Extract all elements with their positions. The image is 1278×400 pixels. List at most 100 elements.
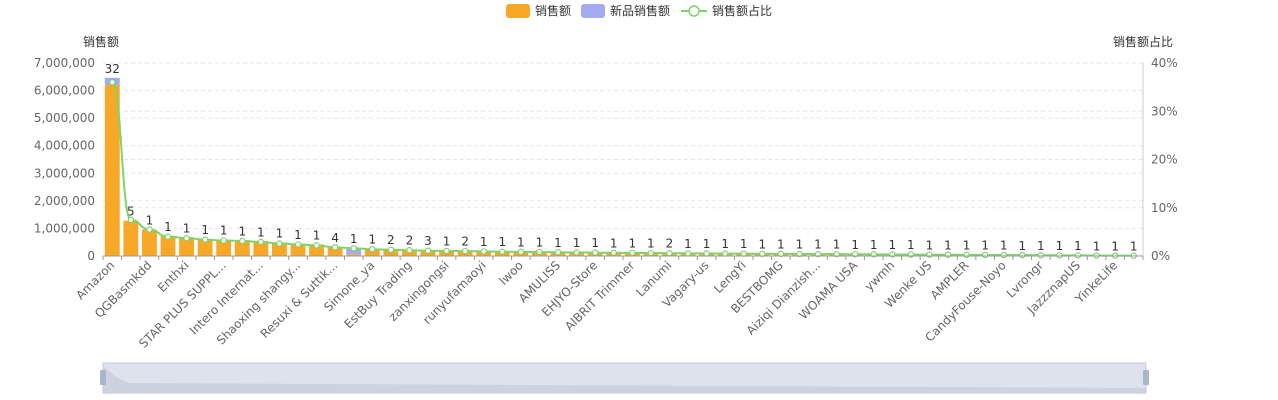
bar-sales[interactable] [234, 240, 250, 256]
share-point[interactable] [257, 238, 265, 246]
bar-value-label: 1 [777, 237, 785, 251]
share-point[interactable] [1074, 252, 1082, 259]
bar-sales[interactable] [272, 242, 287, 256]
bar-value-label: 1 [276, 226, 284, 240]
share-point[interactable] [127, 216, 135, 224]
share-point[interactable] [666, 250, 673, 257]
share-line-path [111, 81, 1134, 257]
y-right-axis-name: 销售额占比 [1113, 34, 1173, 49]
y-left-axis: 0 1,000,000 2,000,000 3,000,000 4,000,000 5,0… [34, 56, 95, 263]
share-point[interactable] [350, 245, 357, 252]
share-point[interactable] [369, 246, 376, 253]
share-point[interactable] [963, 251, 970, 259]
share-point[interactable] [499, 248, 506, 255]
share-point[interactable] [183, 234, 190, 242]
share-point[interactable] [647, 249, 655, 257]
share-point[interactable] [406, 247, 413, 254]
share-point[interactable] [1056, 252, 1063, 259]
bar-value-label: 1 [851, 238, 859, 252]
share-point[interactable] [220, 237, 227, 244]
bar-value-label: 1 [146, 214, 154, 228]
share-point[interactable] [610, 249, 617, 256]
bar-sales[interactable] [253, 241, 269, 256]
bar-sales[interactable] [346, 254, 362, 256]
bar-value-label: 1 [350, 232, 358, 246]
share-point[interactable] [573, 249, 580, 256]
share-point[interactable] [814, 250, 822, 258]
data-zoom[interactable] [100, 362, 1149, 394]
share-point[interactable] [424, 247, 432, 254]
bar-value-label: 1 [628, 236, 636, 250]
bar-value-label: 1 [721, 237, 729, 251]
bar-sales[interactable] [216, 239, 232, 256]
bar-value-label: 1 [981, 239, 989, 253]
legend-swatch-new-sales[interactable] [581, 4, 605, 18]
bar-value-label: 1 [963, 238, 971, 252]
bar-value-label: 1 [294, 228, 302, 242]
share-point[interactable] [276, 240, 283, 247]
share-point[interactable] [1019, 251, 1026, 259]
share-point[interactable] [517, 248, 525, 256]
bar-sales[interactable] [160, 236, 176, 256]
bar-sales[interactable] [123, 220, 139, 256]
bar-sales[interactable] [142, 229, 157, 256]
bar-value-label: 1 [703, 237, 711, 251]
share-point[interactable] [313, 242, 320, 249]
y-left-tick-label: 4,000,000 [34, 139, 95, 153]
bar-value-label: 1 [647, 237, 655, 251]
bar-sales[interactable] [104, 85, 120, 256]
bar-value-label: 2 [666, 237, 674, 251]
legend-label-share[interactable]: 销售额占比 [712, 3, 772, 18]
share-point[interactable] [387, 246, 395, 253]
bar-value-label: 1 [443, 234, 451, 248]
share-point[interactable] [1037, 252, 1045, 259]
share-point[interactable] [554, 249, 562, 256]
legend-label-new-sales[interactable]: 新品销售额 [610, 3, 670, 18]
y-left-tick-label: 2,000,000 [34, 194, 95, 208]
bar-sales[interactable] [309, 244, 324, 256]
share-point[interactable] [1000, 251, 1007, 259]
share-point[interactable] [146, 226, 153, 233]
share-point[interactable] [201, 236, 209, 243]
bar-value-label: 1 [1093, 239, 1101, 253]
share-point[interactable] [591, 249, 599, 256]
share-point[interactable] [109, 79, 116, 86]
share-point[interactable] [944, 251, 952, 258]
share-point[interactable] [629, 249, 636, 257]
share-point[interactable] [480, 248, 487, 255]
bar-value-label: 1 [313, 228, 321, 242]
bar-sales[interactable] [290, 243, 306, 256]
zoom-handle-right[interactable] [1143, 370, 1149, 385]
share-point[interactable] [833, 250, 840, 258]
share-point[interactable] [294, 241, 302, 248]
zoom-handle-left[interactable] [100, 370, 106, 385]
share-point[interactable] [239, 237, 246, 245]
share-point[interactable] [981, 251, 989, 259]
bar-value-label: 1 [740, 237, 748, 251]
bar-value-label: 1 [1130, 239, 1138, 253]
bar-value-label: 1 [201, 223, 209, 237]
share-point[interactable] [703, 250, 710, 257]
share-point[interactable] [331, 244, 339, 251]
bar-value-label: 1 [684, 237, 692, 251]
share-point[interactable] [796, 250, 803, 258]
share-point[interactable] [461, 247, 469, 255]
share-point[interactable] [443, 247, 450, 255]
share-point[interactable] [164, 233, 172, 240]
share-point[interactable] [721, 250, 729, 257]
legend-swatch-share-dot[interactable] [688, 5, 700, 17]
share-point[interactable] [536, 248, 543, 256]
bar-sales[interactable] [327, 247, 343, 256]
share-point[interactable] [684, 250, 692, 257]
bar-value-label: 1 [926, 238, 934, 252]
y-right-tick-label: 40% [1151, 56, 1178, 70]
legend-swatch-sales[interactable] [506, 4, 530, 18]
legend[interactable]: 销售额 新品销售额 销售额占比 [506, 3, 772, 18]
bar-sales[interactable] [179, 237, 194, 256]
bar-value-label: 1 [814, 238, 822, 252]
bar-sales[interactable] [197, 238, 213, 256]
bar-value-label: 1 [498, 235, 506, 249]
legend-label-sales[interactable]: 销售额 [535, 3, 571, 18]
bar-value-label: 1 [610, 236, 618, 250]
